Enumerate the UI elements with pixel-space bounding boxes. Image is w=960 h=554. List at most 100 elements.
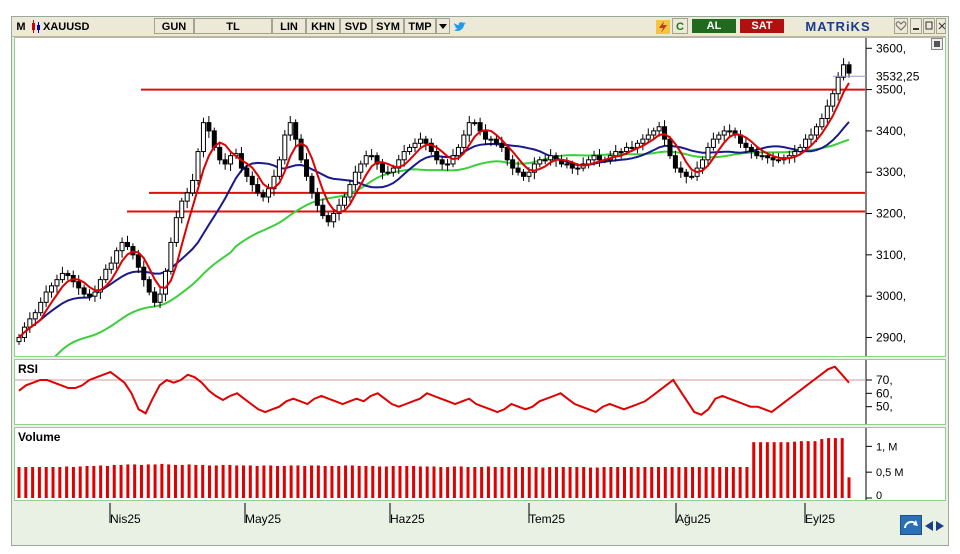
- price-tick-label: 3600,: [876, 41, 906, 55]
- refresh-button[interactable]: C: [672, 18, 688, 34]
- volume-bar: [806, 441, 810, 498]
- candle-body: [504, 146, 510, 161]
- volume-bar: [609, 467, 613, 498]
- candle-body: [629, 146, 635, 149]
- mid-moving-average-line: [18, 121, 850, 339]
- volume-bar: [507, 467, 511, 498]
- candle-body: [228, 155, 234, 165]
- candle-body: [43, 291, 49, 303]
- volume-bar: [439, 467, 443, 498]
- volume-bar: [350, 465, 354, 498]
- close-icon[interactable]: [936, 18, 946, 34]
- candle-body: [526, 171, 532, 177]
- volume-bar: [139, 464, 143, 498]
- maximize-icon[interactable]: [923, 18, 935, 34]
- panel-close-icon[interactable]: [931, 38, 943, 50]
- sell-button[interactable]: SAT: [740, 19, 784, 33]
- candle-body: [266, 188, 272, 198]
- candlestick-icon[interactable]: [29, 18, 41, 34]
- sym-button[interactable]: SYM: [372, 18, 404, 34]
- candle-body: [347, 184, 353, 198]
- rsi-chart[interactable]: 70,60,50, RSI: [15, 360, 945, 424]
- menu-button[interactable]: M: [14, 18, 28, 34]
- scroll-right-icon[interactable]: [935, 519, 945, 533]
- candle-body: [618, 151, 624, 154]
- volume-bar: [799, 441, 803, 498]
- candle-body: [803, 138, 809, 148]
- candle-body: [304, 159, 310, 177]
- lightning-icon[interactable]: [654, 18, 670, 34]
- candle-body: [683, 171, 689, 177]
- volume-bar: [452, 466, 456, 498]
- volume-panel[interactable]: 1, M 0,5 M 0 Volume: [14, 427, 946, 501]
- minimize-icon[interactable]: [910, 18, 922, 34]
- candle-body: [190, 179, 196, 194]
- candle-body: [374, 155, 380, 165]
- volume-bar: [119, 464, 123, 498]
- volume-bar: [691, 467, 695, 498]
- candle-body: [727, 130, 733, 133]
- currency-button[interactable]: TL: [194, 18, 272, 34]
- candle-body: [152, 291, 158, 303]
- volume-bar: [187, 464, 191, 498]
- period-button[interactable]: GUN: [154, 18, 194, 34]
- volume-bar: [153, 464, 157, 498]
- candle-body: [640, 138, 646, 144]
- heart-icon[interactable]: [894, 18, 908, 34]
- buy-button[interactable]: AL: [692, 19, 736, 33]
- volume-bar: [466, 467, 470, 498]
- volume-bar: [534, 467, 538, 498]
- candle-body: [651, 130, 657, 136]
- tmp-button[interactable]: TMP: [404, 18, 436, 34]
- volume-bar: [514, 467, 518, 498]
- price-panel[interactable]: 3600, 3500, 3400, 3300, 3200, 3100, 3000, 2900,…: [14, 37, 946, 357]
- khn-button[interactable]: KHN: [306, 18, 340, 34]
- candle-body: [542, 159, 548, 162]
- volume-bar: [541, 467, 545, 498]
- price-tick-label: 3400,: [876, 124, 906, 138]
- scroll-left-icon[interactable]: [924, 519, 934, 533]
- candle-body: [184, 192, 190, 202]
- last-price-label: 3532,25: [876, 69, 920, 83]
- linear-scale-button[interactable]: LIN: [272, 18, 306, 34]
- sync-icon[interactable]: [900, 515, 922, 535]
- volume-bar: [269, 465, 273, 498]
- dropdown-arrow-icon[interactable]: [436, 18, 450, 34]
- candle-body: [477, 122, 483, 132]
- price-chart[interactable]: 3600, 3500, 3400, 3300, 3200, 3100, 3000, 2900,…: [15, 38, 945, 356]
- volume-bar: [65, 466, 69, 498]
- candle-body: [775, 159, 781, 162]
- chart-toolbar: M XAUUSD GUN TL LIN KHN SVD SYM TMP C AL…: [12, 17, 946, 37]
- volume-bar: [725, 467, 729, 498]
- candle-body: [260, 192, 266, 198]
- twitter-icon[interactable]: [451, 18, 467, 34]
- candle-body: [439, 159, 445, 165]
- volume-chart[interactable]: 1, M 0,5 M 0 Volume: [15, 428, 945, 500]
- volume-bar: [160, 463, 164, 498]
- volume-bar: [31, 467, 35, 498]
- candle-body: [336, 204, 342, 215]
- candle-body: [591, 155, 597, 161]
- volume-bar: [595, 467, 599, 498]
- volume-bar: [242, 465, 246, 498]
- candle-body: [537, 159, 543, 165]
- candle-body: [325, 215, 331, 223]
- candle-body: [700, 159, 706, 169]
- svd-button[interactable]: SVD: [340, 18, 372, 34]
- candle-body: [428, 142, 434, 153]
- volume-bar: [412, 465, 416, 498]
- volume-bar: [337, 465, 341, 498]
- rsi-panel[interactable]: 70, 60, 50, RSI: [14, 359, 946, 425]
- symbol-field[interactable]: XAUUSD: [42, 18, 102, 34]
- volume-bar: [745, 467, 749, 498]
- volume-bar: [17, 467, 21, 498]
- volume-bar: [92, 465, 96, 498]
- volume-bar: [248, 465, 252, 498]
- candle-body: [759, 155, 765, 158]
- volume-bar: [663, 467, 667, 498]
- candle-body: [49, 285, 55, 293]
- candle-body: [765, 155, 771, 159]
- candle-body: [564, 163, 570, 166]
- volume-bar: [357, 465, 361, 498]
